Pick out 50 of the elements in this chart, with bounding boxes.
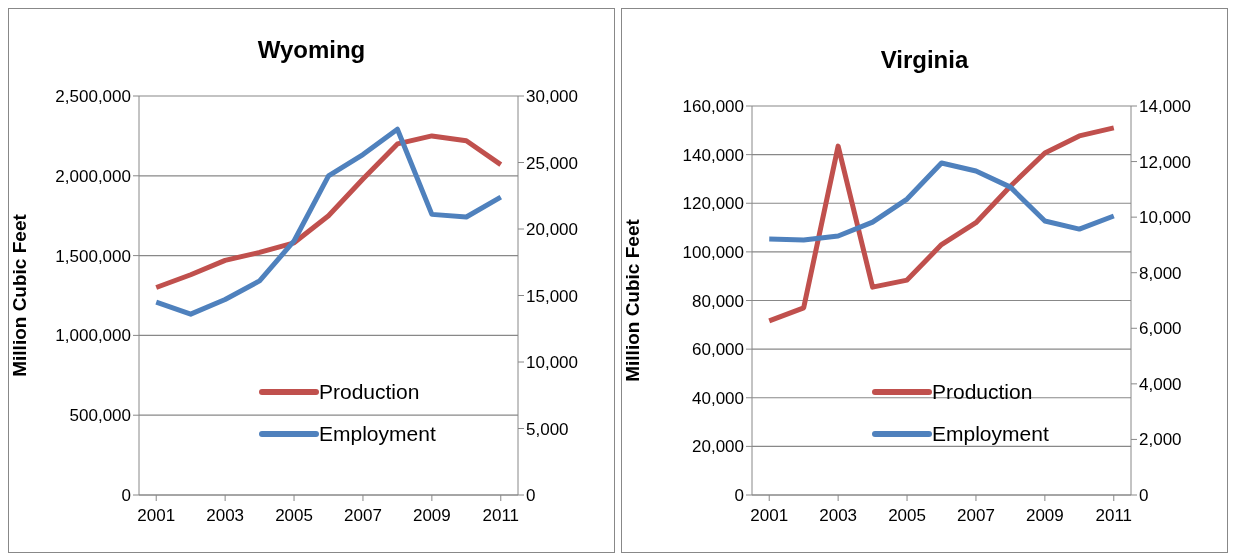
x-tick-label: 2011 <box>1095 506 1133 526</box>
x-tick-label: 2007 <box>344 506 382 526</box>
y2-tick-label: 0 <box>526 486 536 506</box>
y2-tick-label: 10,000 <box>1139 208 1191 228</box>
y-tick-label: 120,000 <box>682 194 744 214</box>
y-tick-label: 0 <box>734 486 744 506</box>
y-tick-label: 60,000 <box>692 340 744 360</box>
x-tick-label: 2005 <box>275 506 313 526</box>
y2-tick-label: 0 <box>1139 486 1149 506</box>
x-tick-label: 2003 <box>819 506 858 526</box>
y2-tick-label: 5,000 <box>526 419 569 439</box>
y-tick-label: 20,000 <box>692 437 744 457</box>
x-tick-label: 2011 <box>482 506 520 526</box>
y-axis-title: Million Cubic Feet <box>621 218 643 382</box>
y-tick-label: 0 <box>121 486 131 506</box>
y2-tick-label: 25,000 <box>526 153 578 173</box>
y2-tick-label: 6,000 <box>1139 319 1182 339</box>
y-tick-label: 160,000 <box>682 97 744 117</box>
legend-label: Employment <box>319 422 436 446</box>
y-tick-label: 40,000 <box>692 388 744 408</box>
y2-tick-label: 8,000 <box>1139 263 1182 283</box>
y-tick-label: 2,000,000 <box>55 166 131 186</box>
y-tick-label: 1,500,000 <box>55 246 131 266</box>
x-tick-label: 2009 <box>412 506 451 526</box>
y2-tick-label: 4,000 <box>1139 374 1182 394</box>
x-tick-label: 2001 <box>750 506 789 526</box>
y2-tick-label: 10,000 <box>526 353 578 373</box>
y-tick-label: 1,000,000 <box>55 326 131 346</box>
y-tick-label: 2,500,000 <box>55 87 131 107</box>
y-tick-label: 140,000 <box>682 145 744 165</box>
y-tick-label: 500,000 <box>69 406 131 426</box>
x-tick-label: 2003 <box>206 506 245 526</box>
y-tick-label: 100,000 <box>682 242 744 262</box>
legend-label: Production <box>319 380 420 404</box>
y2-tick-label: 12,000 <box>1139 152 1191 172</box>
x-tick-label: 2007 <box>957 506 995 526</box>
chart-title: Virginia <box>879 46 970 74</box>
legend-label: Production <box>932 380 1033 404</box>
x-tick-label: 2009 <box>1025 506 1064 526</box>
y-axis-title: Million Cubic Feet <box>8 213 30 377</box>
y2-tick-label: 2,000 <box>1139 430 1182 450</box>
y2-tick-label: 30,000 <box>526 87 578 107</box>
x-tick-label: 2001 <box>137 506 176 526</box>
y2-tick-label: 14,000 <box>1139 97 1191 117</box>
legend-label: Employment <box>932 422 1049 446</box>
y2-tick-label: 20,000 <box>526 220 578 240</box>
chart-title: Wyoming <box>256 36 367 64</box>
x-tick-label: 2005 <box>888 506 926 526</box>
y-tick-label: 80,000 <box>692 291 744 311</box>
y2-tick-label: 15,000 <box>526 286 578 306</box>
